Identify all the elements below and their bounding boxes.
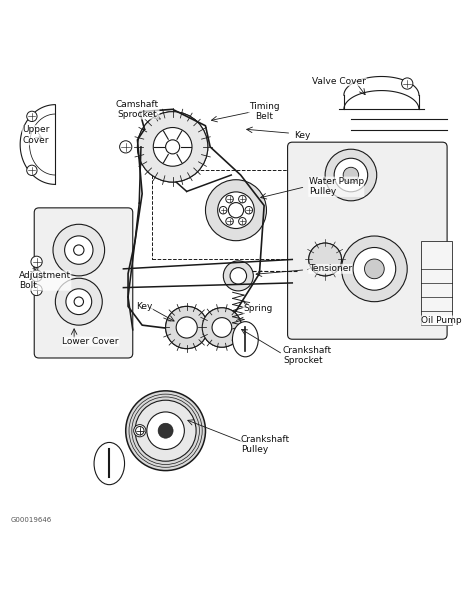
Text: Adjustment
Bolt: Adjustment Bolt [19,271,71,290]
Circle shape [136,426,144,435]
Circle shape [238,217,246,225]
Circle shape [55,278,102,325]
Circle shape [31,256,42,267]
Text: Key: Key [137,302,153,311]
Circle shape [134,425,146,437]
Circle shape [219,207,227,214]
Circle shape [176,317,197,338]
Circle shape [66,289,91,315]
Text: Crankshaft
Pulley: Crankshaft Pulley [241,435,290,454]
Text: Oil Pump: Oil Pump [421,316,462,325]
Text: Camshaft
Sprocket: Camshaft Sprocket [116,100,159,119]
FancyBboxPatch shape [34,208,133,358]
Text: G00019646: G00019646 [11,517,52,523]
Circle shape [137,112,208,182]
Ellipse shape [232,321,258,357]
Circle shape [31,270,42,282]
Circle shape [212,318,232,337]
Circle shape [245,207,253,214]
Circle shape [334,158,368,192]
Bar [421,241,452,325]
Circle shape [31,285,42,296]
Circle shape [202,308,242,347]
Circle shape [325,149,377,201]
Text: Water Pump
Pulley: Water Pump Pulley [309,177,364,197]
Text: Tensioner: Tensioner [309,264,352,273]
Circle shape [205,180,266,241]
Circle shape [126,391,205,470]
Text: Valve Cover: Valve Cover [312,77,366,86]
Ellipse shape [94,443,125,485]
Text: Crankshaft
Sprocket: Crankshaft Sprocket [283,346,332,365]
Circle shape [53,225,105,276]
Circle shape [226,217,233,225]
Text: Upper
Cover: Upper Cover [22,125,50,145]
Circle shape [147,412,184,450]
Circle shape [343,168,359,183]
Circle shape [64,236,93,264]
Text: Key: Key [295,131,311,140]
Circle shape [218,192,254,229]
Circle shape [353,248,396,290]
Circle shape [135,400,196,461]
Circle shape [223,261,253,291]
FancyBboxPatch shape [288,142,447,339]
Circle shape [153,128,192,166]
Circle shape [230,268,246,284]
Circle shape [73,245,84,255]
Circle shape [401,78,413,89]
Circle shape [309,243,342,276]
Circle shape [228,203,244,218]
Circle shape [226,195,233,203]
Circle shape [119,141,132,153]
Circle shape [365,259,384,279]
Circle shape [165,307,208,349]
Circle shape [27,111,37,122]
Circle shape [165,140,180,154]
Text: Spring: Spring [243,304,273,313]
Text: Timing
Belt: Timing Belt [249,102,280,121]
Circle shape [158,423,173,438]
Circle shape [238,195,246,203]
Circle shape [74,297,83,307]
Circle shape [27,165,37,175]
Circle shape [342,236,407,302]
Text: Lower Cover: Lower Cover [63,337,119,346]
